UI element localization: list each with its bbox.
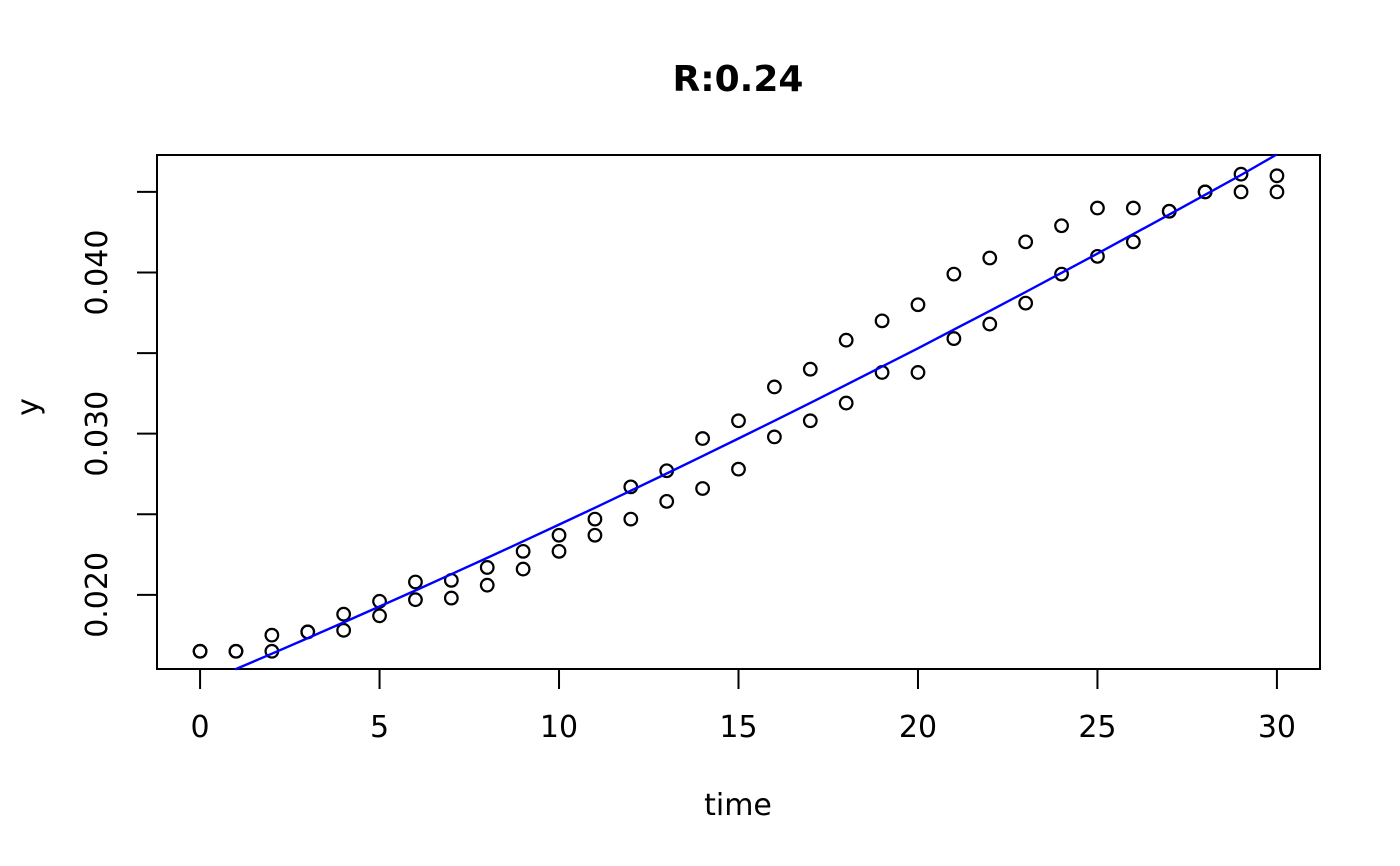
data-point bbox=[479, 577, 495, 593]
x-tick-label: 5 bbox=[370, 710, 389, 745]
data-point bbox=[766, 379, 782, 395]
data-point bbox=[946, 331, 962, 346]
x-tick-label: 10 bbox=[540, 710, 578, 745]
y-axis-label: y bbox=[11, 398, 46, 416]
data-point bbox=[515, 561, 531, 577]
plot-box bbox=[156, 154, 1321, 670]
data-point bbox=[336, 622, 352, 638]
data-point bbox=[802, 413, 818, 429]
data-point bbox=[479, 560, 495, 575]
x-tick-label: 15 bbox=[719, 710, 757, 745]
data-points bbox=[192, 166, 1285, 659]
x-tick-label: 20 bbox=[899, 710, 937, 745]
data-point bbox=[1054, 218, 1069, 234]
data-point bbox=[1054, 266, 1069, 282]
data-point bbox=[623, 511, 639, 527]
data-point bbox=[1269, 168, 1285, 184]
data-point bbox=[659, 493, 675, 509]
data-point bbox=[695, 431, 711, 446]
x-tick-label: 25 bbox=[1078, 710, 1116, 745]
x-tick-label: 30 bbox=[1258, 710, 1296, 745]
fitted-curve bbox=[234, 153, 1278, 671]
data-point bbox=[838, 395, 854, 411]
data-point bbox=[372, 608, 387, 624]
y-tick-label: 0.030 bbox=[80, 391, 115, 477]
data-point bbox=[1018, 295, 1034, 311]
data-point bbox=[587, 511, 603, 527]
data-point bbox=[802, 361, 818, 377]
x-tick-label: 0 bbox=[191, 710, 210, 745]
data-point bbox=[1233, 184, 1249, 200]
data-point bbox=[766, 429, 782, 445]
y-axis-ticks: 0.020 0.030 0.040 bbox=[80, 190, 157, 638]
data-point bbox=[228, 643, 244, 659]
y-tick-label: 0.040 bbox=[80, 230, 115, 316]
data-point bbox=[982, 250, 998, 266]
data-point bbox=[1125, 200, 1141, 216]
data-point bbox=[264, 627, 280, 643]
data-point bbox=[587, 527, 603, 543]
data-point bbox=[1269, 184, 1285, 200]
data-point bbox=[1233, 166, 1249, 182]
data-point bbox=[408, 592, 423, 608]
data-point bbox=[982, 316, 998, 332]
plot-frame bbox=[156, 154, 1321, 670]
x-axis-ticks: 0 5 10 15 20 25 30 bbox=[191, 669, 1296, 745]
data-point bbox=[731, 413, 746, 429]
chart-title: R:0.24 bbox=[673, 59, 804, 100]
data-point bbox=[910, 297, 926, 313]
y-tick-label: 0.020 bbox=[80, 552, 115, 638]
data-point bbox=[192, 643, 208, 659]
data-point bbox=[838, 332, 854, 348]
data-point bbox=[1018, 234, 1034, 250]
data-point bbox=[1125, 234, 1141, 250]
data-point bbox=[551, 527, 567, 543]
data-point bbox=[551, 543, 567, 559]
data-point bbox=[731, 461, 746, 477]
data-point bbox=[874, 313, 890, 329]
data-point bbox=[408, 574, 423, 590]
data-point bbox=[695, 481, 711, 496]
data-point bbox=[946, 266, 962, 282]
data-point bbox=[336, 606, 352, 622]
data-point bbox=[515, 543, 531, 559]
data-point bbox=[443, 590, 459, 606]
fit-line bbox=[234, 153, 1278, 671]
data-point bbox=[910, 365, 926, 380]
x-axis-label: time bbox=[704, 788, 772, 823]
data-point bbox=[1090, 200, 1105, 216]
